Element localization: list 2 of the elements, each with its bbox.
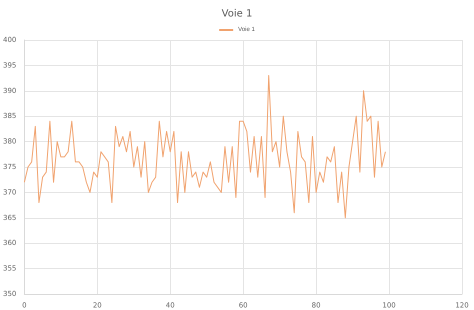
line-series xyxy=(24,75,386,218)
chart-title: Voie 1 xyxy=(222,8,252,20)
